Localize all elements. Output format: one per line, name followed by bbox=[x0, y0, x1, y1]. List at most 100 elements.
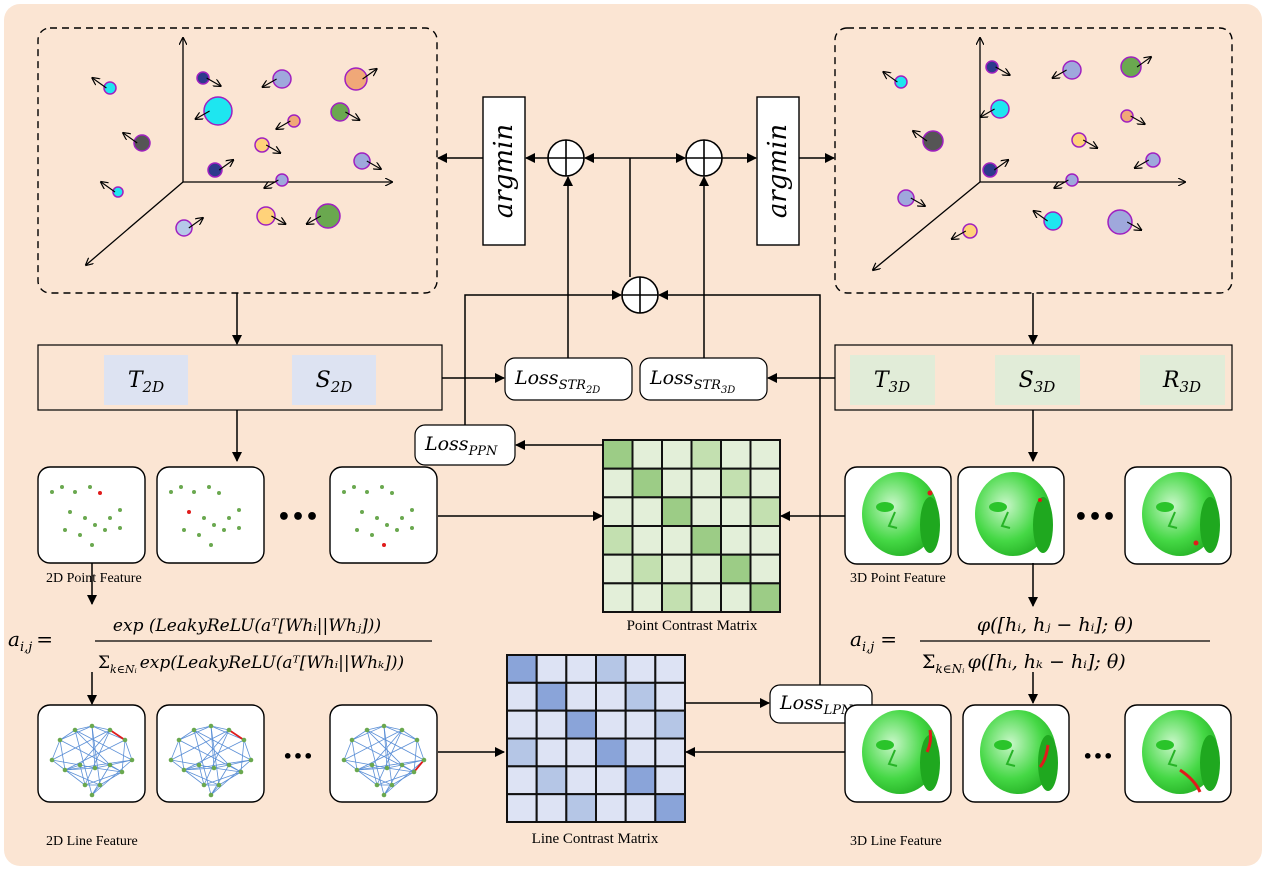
matrix-cell bbox=[602, 467, 634, 499]
matrix-cell bbox=[624, 709, 657, 740]
highlight-curve bbox=[1038, 744, 1050, 768]
graph-edge bbox=[198, 764, 215, 769]
argmin-left-label: argmin bbox=[489, 124, 519, 218]
face-side bbox=[920, 497, 940, 553]
line-feature-3d-panel bbox=[1124, 704, 1232, 803]
matrix-cell bbox=[661, 582, 693, 613]
graph-edge bbox=[79, 764, 96, 769]
feature-point bbox=[60, 485, 64, 489]
graph-node bbox=[421, 757, 427, 763]
matrix-cell bbox=[631, 439, 663, 470]
face-eye bbox=[1156, 502, 1174, 512]
graph-edge bbox=[376, 771, 415, 786]
matrix-cell bbox=[661, 467, 693, 499]
face-eye bbox=[876, 502, 894, 512]
panel-frame bbox=[329, 704, 438, 803]
graph-edge bbox=[413, 739, 418, 773]
embedding-point bbox=[315, 203, 341, 229]
graph-node bbox=[364, 727, 370, 733]
face-head bbox=[980, 710, 1056, 794]
face-nose bbox=[887, 511, 898, 529]
point-feature-3d-panel bbox=[1124, 466, 1232, 565]
feature-point bbox=[83, 516, 87, 520]
graph-edge bbox=[366, 729, 403, 766]
panel-frame bbox=[329, 466, 438, 564]
embedding-point bbox=[103, 81, 117, 95]
svg-text:LossPPN: LossPPN bbox=[424, 433, 498, 459]
graph-node bbox=[72, 727, 78, 733]
highlight-point bbox=[927, 490, 933, 496]
motion-arrow bbox=[271, 215, 285, 224]
point-feature-2d-panel bbox=[37, 466, 146, 564]
feature-point bbox=[93, 523, 97, 527]
matrix-cell bbox=[535, 681, 568, 712]
graph-node bbox=[341, 757, 347, 763]
matrix-cell bbox=[535, 765, 568, 796]
matrix-cell bbox=[565, 709, 597, 740]
graph-edge bbox=[193, 725, 212, 731]
graph-edge bbox=[84, 729, 111, 786]
matrix-cell bbox=[624, 654, 657, 684]
graph-edge bbox=[343, 759, 373, 766]
t3d-label: T3D bbox=[874, 368, 910, 396]
embedding-point bbox=[1107, 209, 1133, 235]
matrix-cell bbox=[720, 582, 752, 613]
motion-arrow bbox=[362, 69, 377, 80]
motion-arrow bbox=[366, 160, 381, 169]
graph-edge bbox=[416, 739, 425, 761]
matrix-cell bbox=[631, 582, 663, 613]
graph-edge bbox=[64, 759, 133, 771]
matrix-cell bbox=[654, 737, 686, 768]
embedding-point bbox=[1120, 109, 1134, 123]
motion-arrow bbox=[264, 179, 279, 188]
graph-edge bbox=[210, 725, 230, 731]
point-3d-label: 3D Point Feature bbox=[850, 571, 946, 586]
graph-edge bbox=[109, 759, 133, 766]
graph-edge bbox=[64, 769, 101, 786]
graph-edge bbox=[170, 759, 200, 766]
graph-node bbox=[89, 792, 95, 798]
motion-arrow bbox=[101, 182, 116, 193]
motion-arrow bbox=[276, 120, 291, 129]
graph-node bbox=[399, 762, 405, 768]
embedding-point bbox=[1043, 211, 1063, 231]
graph-edge bbox=[401, 764, 415, 773]
point-feature-2d-panel bbox=[329, 466, 438, 564]
graph-edge bbox=[203, 771, 242, 786]
graph-node bbox=[97, 782, 103, 788]
graph-edge bbox=[366, 725, 385, 731]
embedding-point bbox=[962, 223, 978, 239]
motion-arrow bbox=[913, 131, 928, 142]
graph-edge bbox=[178, 739, 242, 773]
scatter-2d bbox=[92, 67, 381, 237]
face-side bbox=[1200, 497, 1220, 553]
matrix-cell bbox=[631, 496, 663, 528]
feature-point bbox=[78, 533, 82, 537]
highlight-point bbox=[1193, 540, 1199, 546]
feature-point bbox=[197, 533, 201, 537]
matrix-cell bbox=[624, 765, 657, 796]
ellipsis-3d-point: ••• bbox=[1074, 505, 1116, 530]
matrix-cell bbox=[565, 654, 597, 684]
highlight-curve bbox=[925, 729, 933, 753]
embedding-point bbox=[256, 206, 276, 226]
loss-ppn: LossPPN bbox=[414, 424, 516, 466]
embedding-point bbox=[207, 162, 223, 178]
z-axis bbox=[86, 181, 184, 265]
matrix-cell bbox=[506, 737, 538, 768]
graph-edge bbox=[170, 729, 230, 761]
graph-edge bbox=[94, 767, 123, 773]
motion-arrow bbox=[883, 72, 898, 83]
graph-node bbox=[92, 765, 98, 771]
motion-arrow bbox=[1130, 115, 1145, 124]
feature-point bbox=[365, 490, 369, 494]
matrix-cell bbox=[631, 467, 663, 499]
graph-edge bbox=[383, 725, 393, 786]
embedding-point bbox=[894, 75, 908, 89]
graph-edge bbox=[356, 767, 388, 771]
embedding-point bbox=[990, 99, 1010, 119]
matrix-cell bbox=[720, 553, 752, 585]
graph-node bbox=[354, 767, 360, 773]
graph-edge bbox=[386, 764, 403, 769]
graph-edge bbox=[84, 771, 123, 786]
